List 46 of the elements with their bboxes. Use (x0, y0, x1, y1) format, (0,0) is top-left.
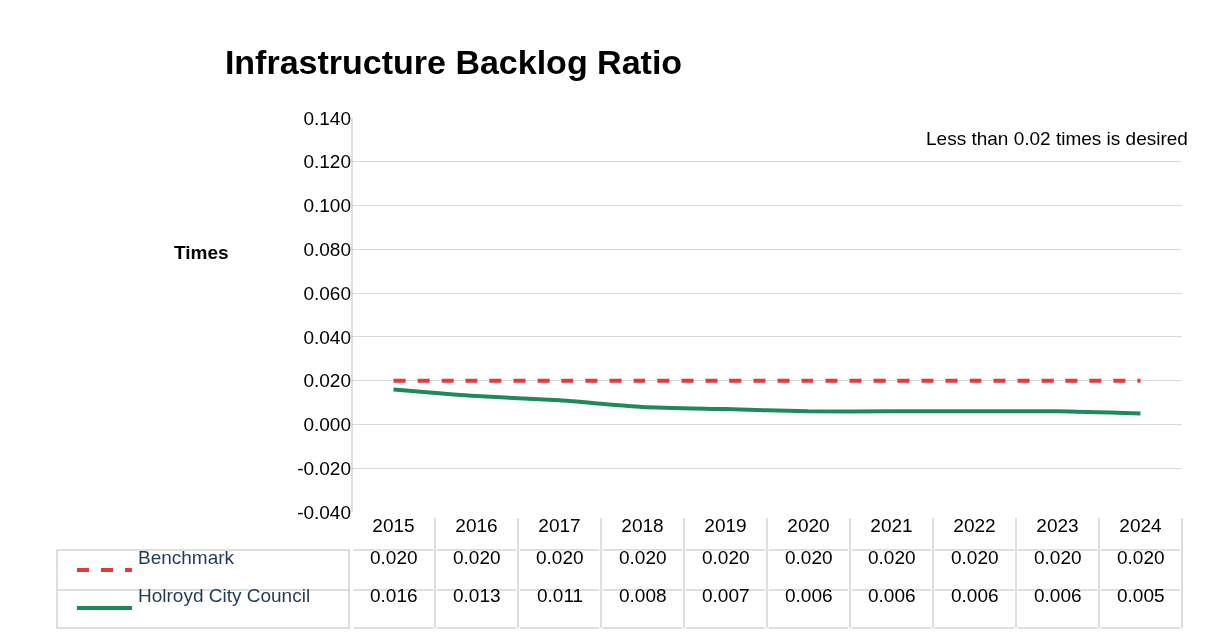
data-label: 0.020 (868, 547, 916, 568)
y-tick-label: 0.100 (303, 195, 351, 217)
data-label: 0.011 (537, 585, 584, 606)
legend-label: Holroyd City Council (138, 585, 311, 606)
legend-label: Benchmark (138, 547, 235, 568)
x-tick-label: 2018 (621, 515, 664, 536)
y-tick-label: 0.020 (303, 370, 351, 392)
y-tick-label: 0.000 (303, 414, 351, 436)
y-tick-label: 0.040 (303, 326, 351, 348)
data-label: 0.020 (619, 547, 667, 568)
x-tick-label: 2021 (870, 515, 913, 536)
y-tick-label: 0.080 (303, 238, 351, 260)
x-tick-label: 2016 (455, 515, 498, 536)
data-label: 0.020 (536, 547, 584, 568)
y-axis-title: Times (174, 242, 229, 263)
data-label: 0.006 (951, 585, 999, 606)
data-label: 0.020 (370, 547, 418, 568)
y-tick-label: 0.060 (303, 282, 351, 304)
data-label: 0.020 (1034, 547, 1082, 568)
data-label: 0.020 (785, 547, 833, 568)
data-label: 0.006 (1034, 585, 1082, 606)
x-tick-label: 2015 (372, 515, 415, 536)
x-tick-label: 2024 (1119, 515, 1163, 536)
y-tick-label: 0.140 (303, 107, 351, 129)
data-label: 0.006 (868, 585, 916, 606)
data-label: 0.013 (453, 585, 501, 606)
data-label: 0.005 (1117, 585, 1165, 606)
data-label: 0.020 (1117, 547, 1165, 568)
x-tick-label: 2022 (953, 515, 996, 536)
chart-title: Infrastructure Backlog Ratio (224, 42, 683, 81)
y-tick-label: -0.020 (297, 457, 351, 479)
data-label: 0.008 (619, 585, 667, 606)
y-tick-label: 0.120 (303, 151, 351, 173)
annotation: Less than 0.02 times is desired (926, 128, 1188, 149)
line-series (391, 387, 1143, 416)
x-tick-label: 2023 (1036, 515, 1079, 536)
data-label: 0.016 (370, 585, 418, 606)
x-tick-label: 2017 (538, 515, 581, 536)
x-tick-label: 2019 (704, 515, 747, 536)
data-label: 0.006 (785, 585, 833, 606)
data-label: 0.020 (702, 547, 750, 568)
x-tick-label: 2020 (787, 515, 830, 536)
data-label: 0.020 (951, 547, 999, 568)
y-tick-label: -0.040 (297, 501, 351, 523)
data-label: 0.007 (702, 585, 750, 606)
data-label: 0.020 (453, 547, 501, 568)
